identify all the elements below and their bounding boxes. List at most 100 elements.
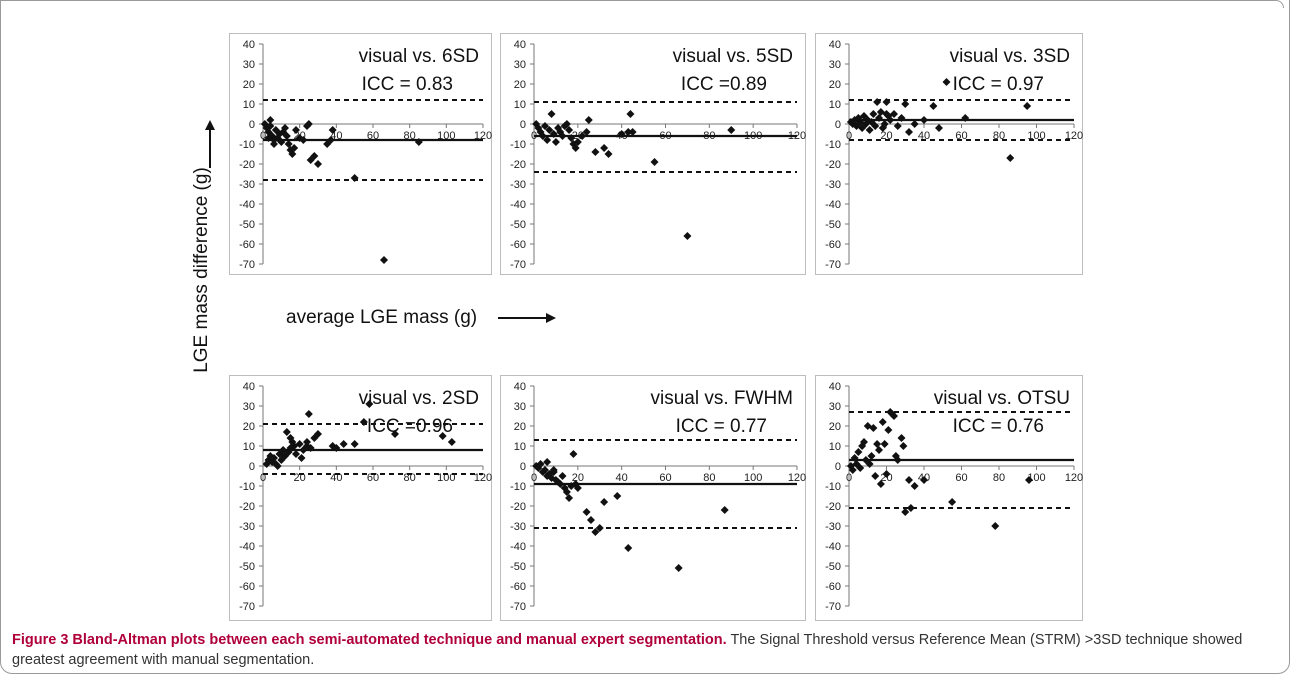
- data-point: [873, 440, 882, 448]
- y-tick-label: -20: [510, 159, 526, 171]
- x-tick-label: 0: [531, 472, 537, 484]
- y-tick-label: -40: [825, 541, 841, 553]
- data-point: [304, 120, 313, 128]
- y-axis-label: LGE mass difference (g): [191, 167, 212, 373]
- figure-top-border: [0, 0, 1284, 8]
- data-point: [571, 144, 580, 152]
- y-tick-label: -40: [510, 199, 526, 211]
- y-tick-label: 20: [243, 79, 255, 91]
- y-tick-label: -50: [510, 561, 526, 573]
- y-tick-label: -10: [239, 481, 255, 493]
- data-point: [899, 442, 908, 450]
- y-tick-label: 10: [243, 441, 255, 453]
- data-point: [586, 516, 595, 524]
- y-tick-label: -30: [239, 521, 255, 533]
- data-point: [540, 122, 549, 130]
- x-tick-label: 100: [437, 472, 455, 484]
- y-tick-label: -20: [239, 159, 255, 171]
- y-axis-arrow: [205, 120, 215, 168]
- data-point: [567, 134, 576, 142]
- y-tick-label: 40: [514, 39, 526, 51]
- y-tick-label: -60: [239, 239, 255, 251]
- data-point: [582, 508, 591, 516]
- data-point: [856, 464, 865, 472]
- x-tick-label: 60: [659, 472, 671, 484]
- x-axis-label: average LGE mass (g): [286, 307, 478, 328]
- data-point: [538, 132, 547, 140]
- data-point: [905, 476, 913, 484]
- y-tick-label: -10: [825, 139, 841, 151]
- y-tick-label: -20: [510, 501, 526, 513]
- x-axis-arrow: [498, 313, 556, 323]
- y-tick-label: -20: [239, 501, 255, 513]
- chart-title: visual vs. OTSU: [934, 388, 1070, 409]
- data-point: [556, 480, 565, 488]
- data-point: [543, 458, 552, 466]
- data-point: [886, 116, 895, 124]
- y-tick-label: -10: [510, 481, 526, 493]
- data-point: [893, 122, 902, 130]
- data-point: [873, 98, 882, 106]
- data-point: [1025, 476, 1033, 484]
- data-point: [295, 440, 304, 448]
- data-point: [869, 424, 878, 432]
- y-tick-label: -30: [239, 179, 255, 191]
- data-point: [882, 470, 891, 478]
- data-point: [536, 460, 545, 468]
- data-point: [850, 454, 859, 462]
- data-point: [365, 400, 374, 408]
- data-point: [727, 126, 736, 134]
- y-tick-label: -70: [510, 601, 526, 613]
- chart-panel: 403020100-10-20-30-40-50-60-700204060801…: [500, 33, 806, 275]
- y-tick-label: -30: [825, 521, 841, 533]
- y-tick-label: -70: [825, 601, 841, 613]
- x-tick-label: 60: [367, 472, 379, 484]
- y-tick-label: 10: [829, 441, 841, 453]
- data-point: [890, 110, 898, 118]
- y-tick-label: 30: [514, 59, 526, 71]
- data-point: [869, 110, 878, 118]
- data-point: [595, 524, 604, 532]
- data-point: [304, 410, 313, 418]
- data-point: [562, 120, 571, 128]
- data-point: [854, 448, 863, 456]
- data-point: [292, 126, 300, 134]
- y-tick-label: 0: [835, 119, 841, 131]
- y-tick-label: -50: [825, 561, 841, 573]
- data-point: [573, 484, 582, 492]
- data-point: [339, 440, 348, 448]
- data-point: [534, 124, 543, 132]
- data-point: [310, 434, 319, 442]
- data-point: [920, 476, 928, 484]
- data-point: [554, 478, 563, 486]
- data-point: [299, 136, 308, 144]
- x-tick-label: 120: [474, 472, 492, 484]
- data-point: [865, 460, 874, 468]
- data-point: [604, 150, 613, 158]
- data-point: [554, 124, 563, 132]
- y-tick-label: -60: [239, 581, 255, 593]
- data-point: [314, 160, 322, 168]
- data-point: [281, 124, 289, 132]
- caption-text: The Signal Threshold versus Reference Me…: [12, 632, 1243, 668]
- y-tick-label: -50: [825, 219, 841, 231]
- y-tick-label: 20: [243, 421, 255, 433]
- data-point: [534, 464, 543, 472]
- chart-title: visual vs. 6SD: [359, 46, 479, 67]
- caption-title: Figure 3 Bland-Altman plots between each…: [12, 632, 727, 648]
- data-point: [549, 130, 558, 138]
- data-point: [438, 432, 447, 440]
- y-tick-label: -10: [239, 139, 255, 151]
- y-tick-label: -60: [825, 581, 841, 593]
- chart-icc: ICC = 0.83: [362, 74, 453, 95]
- chart-icc: ICC =0.89: [681, 74, 767, 95]
- data-point: [549, 468, 558, 476]
- figure-caption: Figure 3 Bland-Altman plots between each…: [12, 630, 1277, 670]
- y-tick-label: 30: [514, 401, 526, 413]
- data-point: [882, 110, 891, 118]
- x-tick-label: 40: [616, 472, 628, 484]
- data-point: [565, 494, 574, 502]
- x-tick-label: 0: [846, 130, 852, 142]
